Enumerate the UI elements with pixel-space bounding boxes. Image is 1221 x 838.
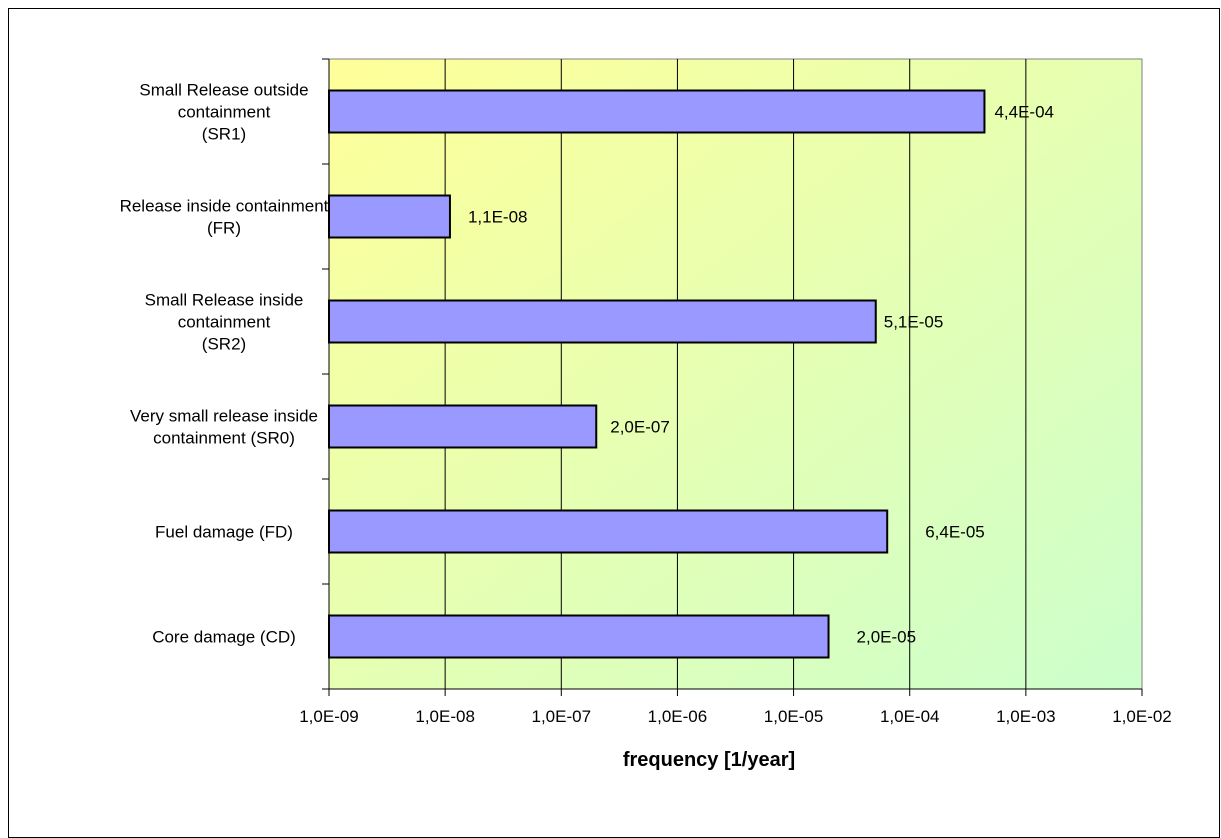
x-tick-label: 1,0E-05 xyxy=(764,707,824,726)
frequency-bar-chart: Small Release outside containment (SR1) Rel… xyxy=(120,58,1172,771)
bar xyxy=(328,299,877,344)
category-label: Very small release inside containment (SR… xyxy=(130,407,318,448)
bar xyxy=(328,404,598,449)
x-tick-labels: 1,0E-09 1,0E-08 1,0E-07 1,0E-06 1,0E-05 1,0E-… xyxy=(299,707,1172,726)
plot-area xyxy=(328,58,1143,690)
data-label: 2,0E-05 xyxy=(857,628,917,647)
bar xyxy=(328,614,830,659)
bars xyxy=(328,89,986,659)
category-label: Fuel damage (FD) xyxy=(155,523,293,542)
data-label: 4,4E-04 xyxy=(994,103,1054,122)
category-label: Core damage (CD) xyxy=(152,628,296,647)
axes xyxy=(322,58,1143,696)
x-axis-title: frequency [1/year] xyxy=(623,749,795,771)
x-tick-label: 1,0E-07 xyxy=(532,707,592,726)
gridlines xyxy=(444,59,1027,689)
category-label: Release inside containment (FR) xyxy=(120,197,329,238)
category-label: Small Release outside containment (SR1) xyxy=(139,81,308,144)
chart-frame: Small Release outside containment (SR1) Rel… xyxy=(8,8,1220,838)
x-tick-label: 1,0E-06 xyxy=(648,707,708,726)
category-labels: Small Release outside containment (SR1) Rel… xyxy=(120,81,329,647)
category-label: Small Release inside containment (SR2) xyxy=(145,291,304,354)
x-tick-label: 1,0E-03 xyxy=(996,707,1056,726)
bar xyxy=(328,509,889,554)
data-labels: 4,4E-04 1,1E-08 5,1E-05 2,0E-07 6,4E-05 2,0E-… xyxy=(468,103,1054,647)
data-label: 5,1E-05 xyxy=(884,313,944,332)
x-tick-label: 1,0E-04 xyxy=(880,707,940,726)
bar xyxy=(328,194,451,239)
data-label: 2,0E-07 xyxy=(610,418,670,437)
x-tick-label: 1,0E-02 xyxy=(1112,707,1172,726)
x-tick-label: 1,0E-08 xyxy=(415,707,475,726)
data-label: 1,1E-08 xyxy=(468,208,528,227)
data-label: 6,4E-05 xyxy=(925,523,985,542)
x-tick-label: 1,0E-09 xyxy=(299,707,359,726)
bar xyxy=(328,89,986,134)
